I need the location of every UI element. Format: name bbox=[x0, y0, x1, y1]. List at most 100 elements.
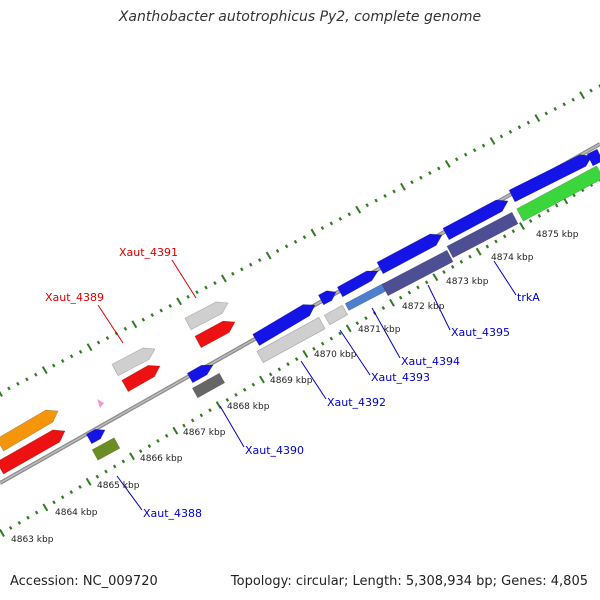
tick-major bbox=[172, 426, 179, 435]
tick-major bbox=[0, 391, 3, 397]
tick-minor bbox=[546, 208, 550, 213]
marker-pink bbox=[97, 399, 104, 408]
gene-blue-b[interactable] bbox=[376, 233, 443, 275]
tick-major bbox=[489, 137, 496, 145]
tick-minor bbox=[544, 111, 549, 116]
gene-xaut-4389-red[interactable] bbox=[121, 365, 161, 393]
tick-minor bbox=[248, 262, 253, 267]
gene-trka[interactable] bbox=[446, 211, 519, 259]
tick-major bbox=[41, 366, 48, 375]
tick-minor bbox=[355, 321, 360, 326]
tick-major bbox=[432, 273, 439, 282]
gene-label-xaut-4391[interactable]: Xaut_4391 bbox=[119, 246, 178, 259]
tick-minor bbox=[428, 171, 432, 175]
gene-red-left[interactable] bbox=[0, 429, 66, 475]
tick-minor bbox=[213, 281, 217, 285]
tick-minor bbox=[286, 362, 290, 367]
tick-major bbox=[86, 343, 93, 352]
gene-xaut-4391-red[interactable] bbox=[194, 320, 236, 349]
scale-label-4872: 4872 kbp bbox=[402, 302, 445, 312]
scale-label-4865: 4865 kbp bbox=[97, 481, 140, 491]
gene-xaut-4390-blue[interactable] bbox=[186, 364, 214, 384]
gene-blue-a[interactable] bbox=[336, 270, 379, 298]
tick-major bbox=[475, 247, 482, 256]
tick-minor bbox=[95, 474, 100, 479]
tick-major bbox=[215, 401, 222, 410]
gene-xaut-4391-gray[interactable] bbox=[184, 301, 229, 331]
tick-major bbox=[534, 114, 541, 123]
tick-minor bbox=[52, 500, 56, 505]
tick-minor bbox=[499, 134, 504, 139]
tick-major bbox=[42, 503, 49, 512]
gene-xaut-4393[interactable] bbox=[323, 304, 349, 326]
tick-minor bbox=[141, 317, 146, 322]
tick-minor bbox=[96, 340, 101, 345]
gene-label-xaut-4390[interactable]: Xaut_4390 bbox=[245, 444, 304, 457]
gene-label-xaut-4395[interactable]: Xaut_4395 bbox=[451, 326, 510, 339]
map-title: Xanthobacter autotrophicus Py2, complete… bbox=[118, 9, 482, 25]
tick-minor bbox=[34, 510, 39, 515]
tick-minor bbox=[60, 495, 65, 500]
tick-minor bbox=[7, 386, 11, 391]
gene-label-trka[interactable]: trkA bbox=[517, 291, 540, 304]
leader-xaut-4390 bbox=[219, 405, 245, 448]
leader-xaut-4395 bbox=[427, 284, 451, 331]
gene-xaut-4392-strand[interactable] bbox=[252, 304, 316, 347]
gene-xaut-4395[interactable] bbox=[381, 249, 454, 297]
gene-xaut-4394[interactable] bbox=[344, 283, 388, 311]
gene-xaut-4388-olive[interactable] bbox=[91, 437, 121, 461]
tick-major bbox=[265, 251, 272, 260]
tick-minor bbox=[242, 387, 247, 392]
tick-minor bbox=[528, 218, 533, 223]
scale-label-4874: 4874 kbp bbox=[491, 253, 534, 263]
tick-minor bbox=[284, 244, 289, 249]
tick-minor bbox=[329, 336, 334, 341]
tick-minor bbox=[138, 449, 143, 454]
tick-minor bbox=[463, 152, 468, 157]
scale-label-4864: 4864 kbp bbox=[55, 508, 98, 518]
tick-minor bbox=[121, 459, 126, 464]
label-leader-lines bbox=[97, 259, 517, 511]
tick-minor bbox=[554, 203, 559, 208]
tick-major bbox=[259, 375, 265, 384]
gene-label-xaut-4392[interactable]: Xaut_4392 bbox=[327, 396, 386, 409]
gene-xaut-4389-gray[interactable] bbox=[111, 347, 156, 377]
tick-minor bbox=[147, 444, 152, 448]
gene-label-xaut-4393[interactable]: Xaut_4393 bbox=[371, 371, 430, 384]
tick-minor bbox=[51, 363, 56, 368]
gene-label-xaut-4394[interactable]: Xaut_4394 bbox=[401, 355, 460, 368]
gene-orange[interactable] bbox=[0, 409, 59, 452]
gene-blue-c[interactable] bbox=[442, 199, 509, 241]
tick-minor bbox=[69, 354, 74, 359]
gene-blue-d[interactable] bbox=[508, 154, 593, 203]
tick-minor bbox=[17, 520, 22, 525]
tick-minor bbox=[123, 326, 128, 331]
tick-major bbox=[355, 205, 362, 214]
gene-blue-small[interactable] bbox=[318, 290, 337, 306]
tick-minor bbox=[485, 244, 490, 249]
tick-major bbox=[444, 159, 451, 168]
gene-xaut-4392[interactable] bbox=[256, 316, 326, 364]
tick-major bbox=[220, 274, 227, 283]
tick-major bbox=[389, 298, 395, 307]
genome-info-text: Topology: circular; Length: 5,308,934 bp… bbox=[230, 574, 588, 589]
tick-minor bbox=[275, 249, 280, 253]
tick-major bbox=[131, 320, 138, 329]
labels: 4863 kbp 4864 kbp 4865 kbp 4866 kbp 4867… bbox=[11, 230, 579, 545]
tick-minor bbox=[374, 198, 378, 203]
tick-minor bbox=[338, 331, 342, 336]
tick-minor bbox=[112, 464, 117, 469]
tick-minor bbox=[240, 267, 244, 272]
tick-minor bbox=[156, 438, 160, 443]
tick-minor bbox=[105, 336, 110, 340]
scale-label-4863: 4863 kbp bbox=[11, 535, 54, 545]
gene-label-xaut-4389[interactable]: Xaut_4389 bbox=[45, 291, 104, 304]
gene-green[interactable] bbox=[516, 165, 600, 222]
gene-xaut-4390-gray[interactable] bbox=[191, 372, 226, 399]
gene-xaut-4388-blue[interactable] bbox=[85, 428, 106, 445]
tick-minor bbox=[204, 285, 208, 290]
scale-label-4870: 4870 kbp bbox=[314, 350, 357, 360]
scale-label-4868: 4868 kbp bbox=[227, 402, 270, 412]
gene-label-xaut-4388[interactable]: Xaut_4388 bbox=[143, 507, 202, 520]
